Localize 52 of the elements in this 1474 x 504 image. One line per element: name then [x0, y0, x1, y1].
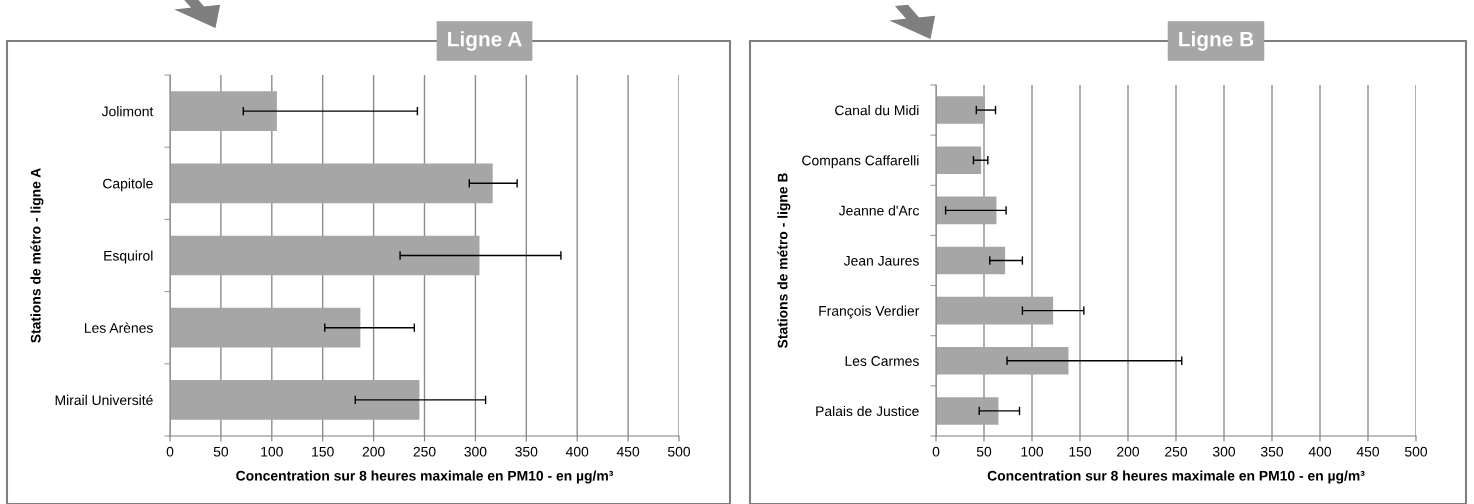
y-tick-label: Esquirol	[104, 250, 153, 264]
x-tick-label: 150	[312, 446, 334, 457]
x-tick-label: 100	[1021, 446, 1044, 457]
bar	[936, 347, 1069, 375]
x-tick-label: 300	[1212, 446, 1236, 457]
y-tick-label: Palais de Justice	[816, 405, 919, 417]
x-tick-label: 250	[1165, 446, 1188, 457]
x-axis-title: Concentration sur 8 heures maximale en PM10 - en µg/m³	[987, 470, 1365, 484]
x-tick-label: 500	[1404, 446, 1428, 457]
y-tick-label: Les Carmes	[845, 356, 919, 366]
x-tick-label: 350	[515, 446, 538, 457]
x-tick-label: 50	[213, 446, 229, 457]
bar	[170, 307, 361, 348]
x-tick-label: 200	[362, 446, 385, 457]
bar	[170, 163, 493, 204]
x-tick-label: 300	[464, 446, 487, 457]
bar	[936, 196, 997, 225]
y-tick-label: Jeanne d'Arc	[838, 205, 919, 216]
y-tick-label: Jolimont	[101, 106, 154, 117]
chart-title: Ligne A	[448, 31, 522, 51]
x-tick-label: 0	[166, 446, 174, 457]
y-tick-label: Capitole	[103, 178, 153, 192]
x-tick-label: 250	[413, 446, 436, 457]
chart-title: Ligne B	[1179, 31, 1254, 51]
x-tick-label: 350	[1260, 446, 1284, 457]
x-tick-label: 50	[976, 446, 992, 457]
bar	[170, 380, 420, 420]
y-tick-label: Mirail Université	[55, 394, 153, 406]
x-tick-label: 400	[565, 446, 589, 457]
bar	[170, 235, 480, 276]
bar	[170, 91, 277, 131]
y-axis-title: Stations de métro - ligne B	[777, 173, 791, 349]
y-axis-title: Stations de métro - ligne A	[30, 168, 44, 343]
y-tick-label: Jean Jaures	[843, 255, 919, 266]
y-tick-label: François Verdier	[819, 305, 920, 319]
bar	[936, 146, 982, 174]
bar	[936, 96, 985, 124]
x-tick-label: 0	[932, 446, 940, 457]
x-tick-label: 100	[261, 446, 283, 457]
y-tick-label: Les Arènes	[84, 322, 153, 333]
x-tick-label: 450	[1356, 446, 1380, 457]
bar	[936, 296, 1054, 325]
x-axis-title: Concentration sur 8 heures maximale en PM10 - en µg/m³	[236, 470, 614, 484]
x-tick-label: 400	[1308, 446, 1332, 457]
bar	[936, 397, 999, 425]
x-tick-label: 500	[667, 446, 691, 457]
y-tick-label: Canal du Midi	[835, 105, 919, 116]
x-tick-label: 150	[1069, 446, 1092, 457]
bar	[936, 246, 1006, 275]
y-tick-label: Compans Caffarelli	[802, 155, 919, 169]
x-tick-label: 450	[616, 446, 640, 457]
x-tick-label: 200	[1117, 446, 1140, 457]
